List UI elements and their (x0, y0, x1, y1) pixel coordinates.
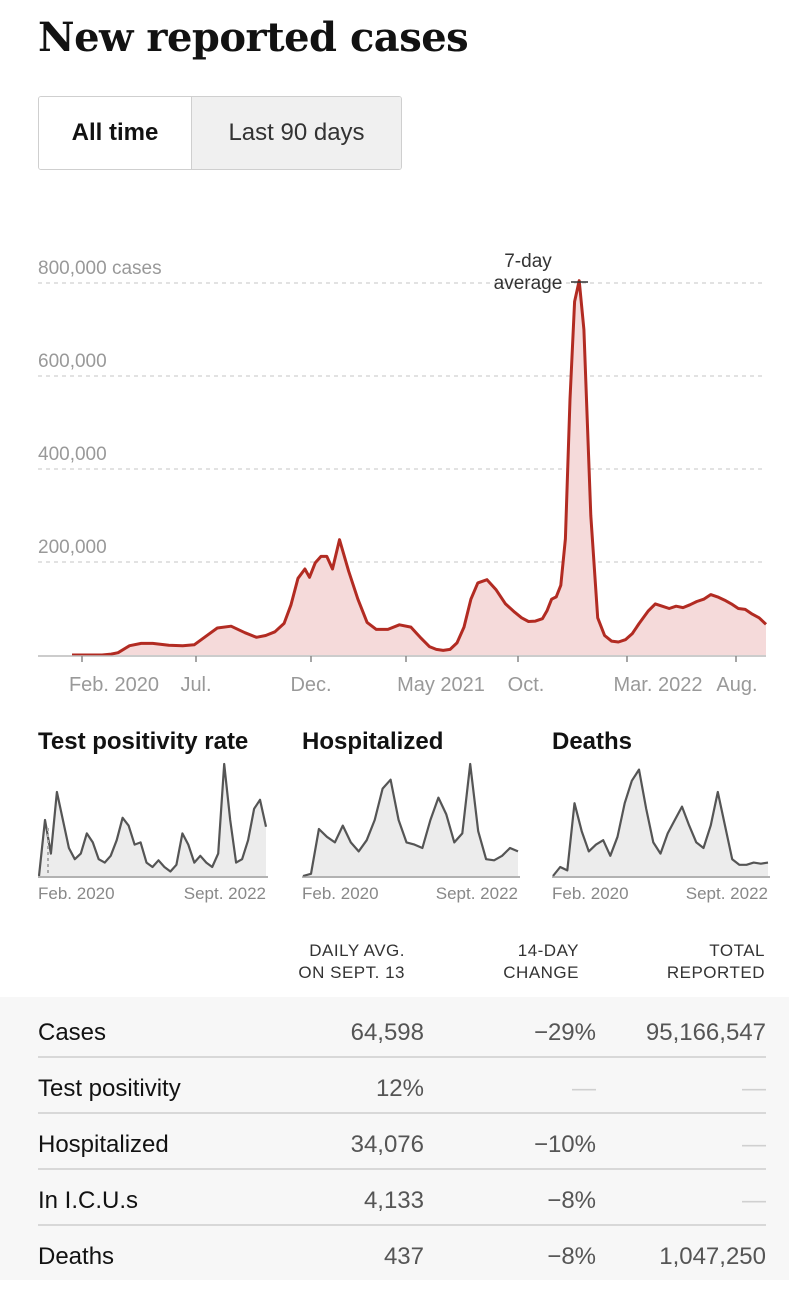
row-name: Deaths (38, 1243, 115, 1270)
hospitalized-chart: Feb. 2020 Sept. 2022 (302, 762, 520, 903)
cases-line (72, 279, 768, 657)
row-avg: 437 (383, 1243, 424, 1270)
table-row-hospitalized: Hospitalized 34,076 −10% — (38, 1113, 766, 1170)
last-90-days-button[interactable]: Last 90 days (192, 97, 401, 169)
x-tick-label: May 2021 (397, 674, 485, 696)
mini-area (39, 764, 266, 876)
page-title: New reported cases (38, 14, 469, 61)
mini-start-label: Feb. 2020 (38, 884, 115, 903)
table-row-test-positivity: Test positivity 12% — — (38, 1057, 766, 1114)
row-total: 1,047,250 (659, 1243, 766, 1270)
y-tick-label: 800,000 cases (38, 258, 162, 279)
row-avg: 64,598 (350, 1019, 424, 1046)
row-total: — (742, 1075, 766, 1102)
row-change: — (572, 1075, 596, 1102)
row-avg: 4,133 (363, 1187, 424, 1214)
test-positivity-title: Test positivity rate (38, 728, 249, 755)
mini-line (552, 768, 769, 877)
time-range-toggle: All time Last 90 days (38, 96, 402, 170)
row-name: Cases (38, 1019, 107, 1046)
row-total: — (742, 1131, 766, 1158)
mini-start-label: Feb. 2020 (302, 884, 379, 903)
x-tick-label: Feb. 2020 (69, 674, 159, 696)
y-tick-label: 400,000 (38, 444, 107, 465)
hospitalized-title: Hospitalized (302, 728, 444, 755)
row-change: −8% (547, 1187, 596, 1214)
deaths-title: Deaths (552, 728, 633, 755)
total-header: TOTAL REPORTED (666, 941, 765, 982)
x-tick-label: Aug. (716, 674, 757, 696)
row-total: — (742, 1187, 766, 1214)
x-tick-label: Mar. 2022 (614, 674, 703, 696)
annotation-label: 7-day (504, 251, 552, 272)
annotation-label: average (494, 273, 563, 294)
table-row-deaths: Deaths 437 −8% 1,047,250 (38, 1225, 766, 1280)
mini-area (303, 764, 518, 876)
row-change: −29% (533, 1019, 596, 1046)
row-name: Test positivity (38, 1075, 181, 1102)
y-tick-label: 200,000 (38, 537, 107, 558)
x-tick-label: Jul. (180, 674, 211, 696)
table-row-icu: In I.C.U.s 4,133 −8% — (38, 1169, 766, 1226)
mini-end-label: Sept. 2022 (184, 884, 266, 903)
mini-end-label: Sept. 2022 (686, 884, 768, 903)
mini-area (553, 769, 768, 876)
deaths-chart: Feb. 2020 Sept. 2022 (552, 768, 770, 903)
mini-end-label: Sept. 2022 (436, 884, 518, 903)
x-tick-label: Dec. (290, 674, 331, 696)
y-tick-label: 600,000 (38, 351, 107, 372)
change-header: 14-DAY CHANGE (503, 941, 579, 982)
daily-avg-header: DAILY AVG. ON SEPT. 13 (298, 941, 405, 982)
row-avg: 34,076 (350, 1131, 424, 1158)
mini-line (38, 762, 268, 877)
stats-table (0, 997, 789, 1280)
row-name: In I.C.U.s (38, 1187, 139, 1214)
new-cases-chart: 800,000 cases 600,000 400,000 200,000 Feb. … (38, 251, 768, 696)
row-avg: 12% (375, 1075, 424, 1102)
mini-start-label: Feb. 2020 (552, 884, 629, 903)
all-time-button[interactable]: All time (39, 97, 192, 169)
mini-line (302, 762, 519, 878)
test-positivity-chart: Feb. 2020 Sept. 2022 (38, 762, 268, 903)
row-change: −8% (547, 1243, 596, 1270)
row-total: 95,166,547 (645, 1019, 766, 1046)
cases-area (72, 280, 766, 655)
x-tick-label: Oct. (508, 674, 545, 696)
row-change: −10% (533, 1131, 596, 1158)
table-row-cases: Cases 64,598 −29% 95,166,547 (38, 1001, 766, 1058)
row-name: Hospitalized (38, 1131, 169, 1158)
